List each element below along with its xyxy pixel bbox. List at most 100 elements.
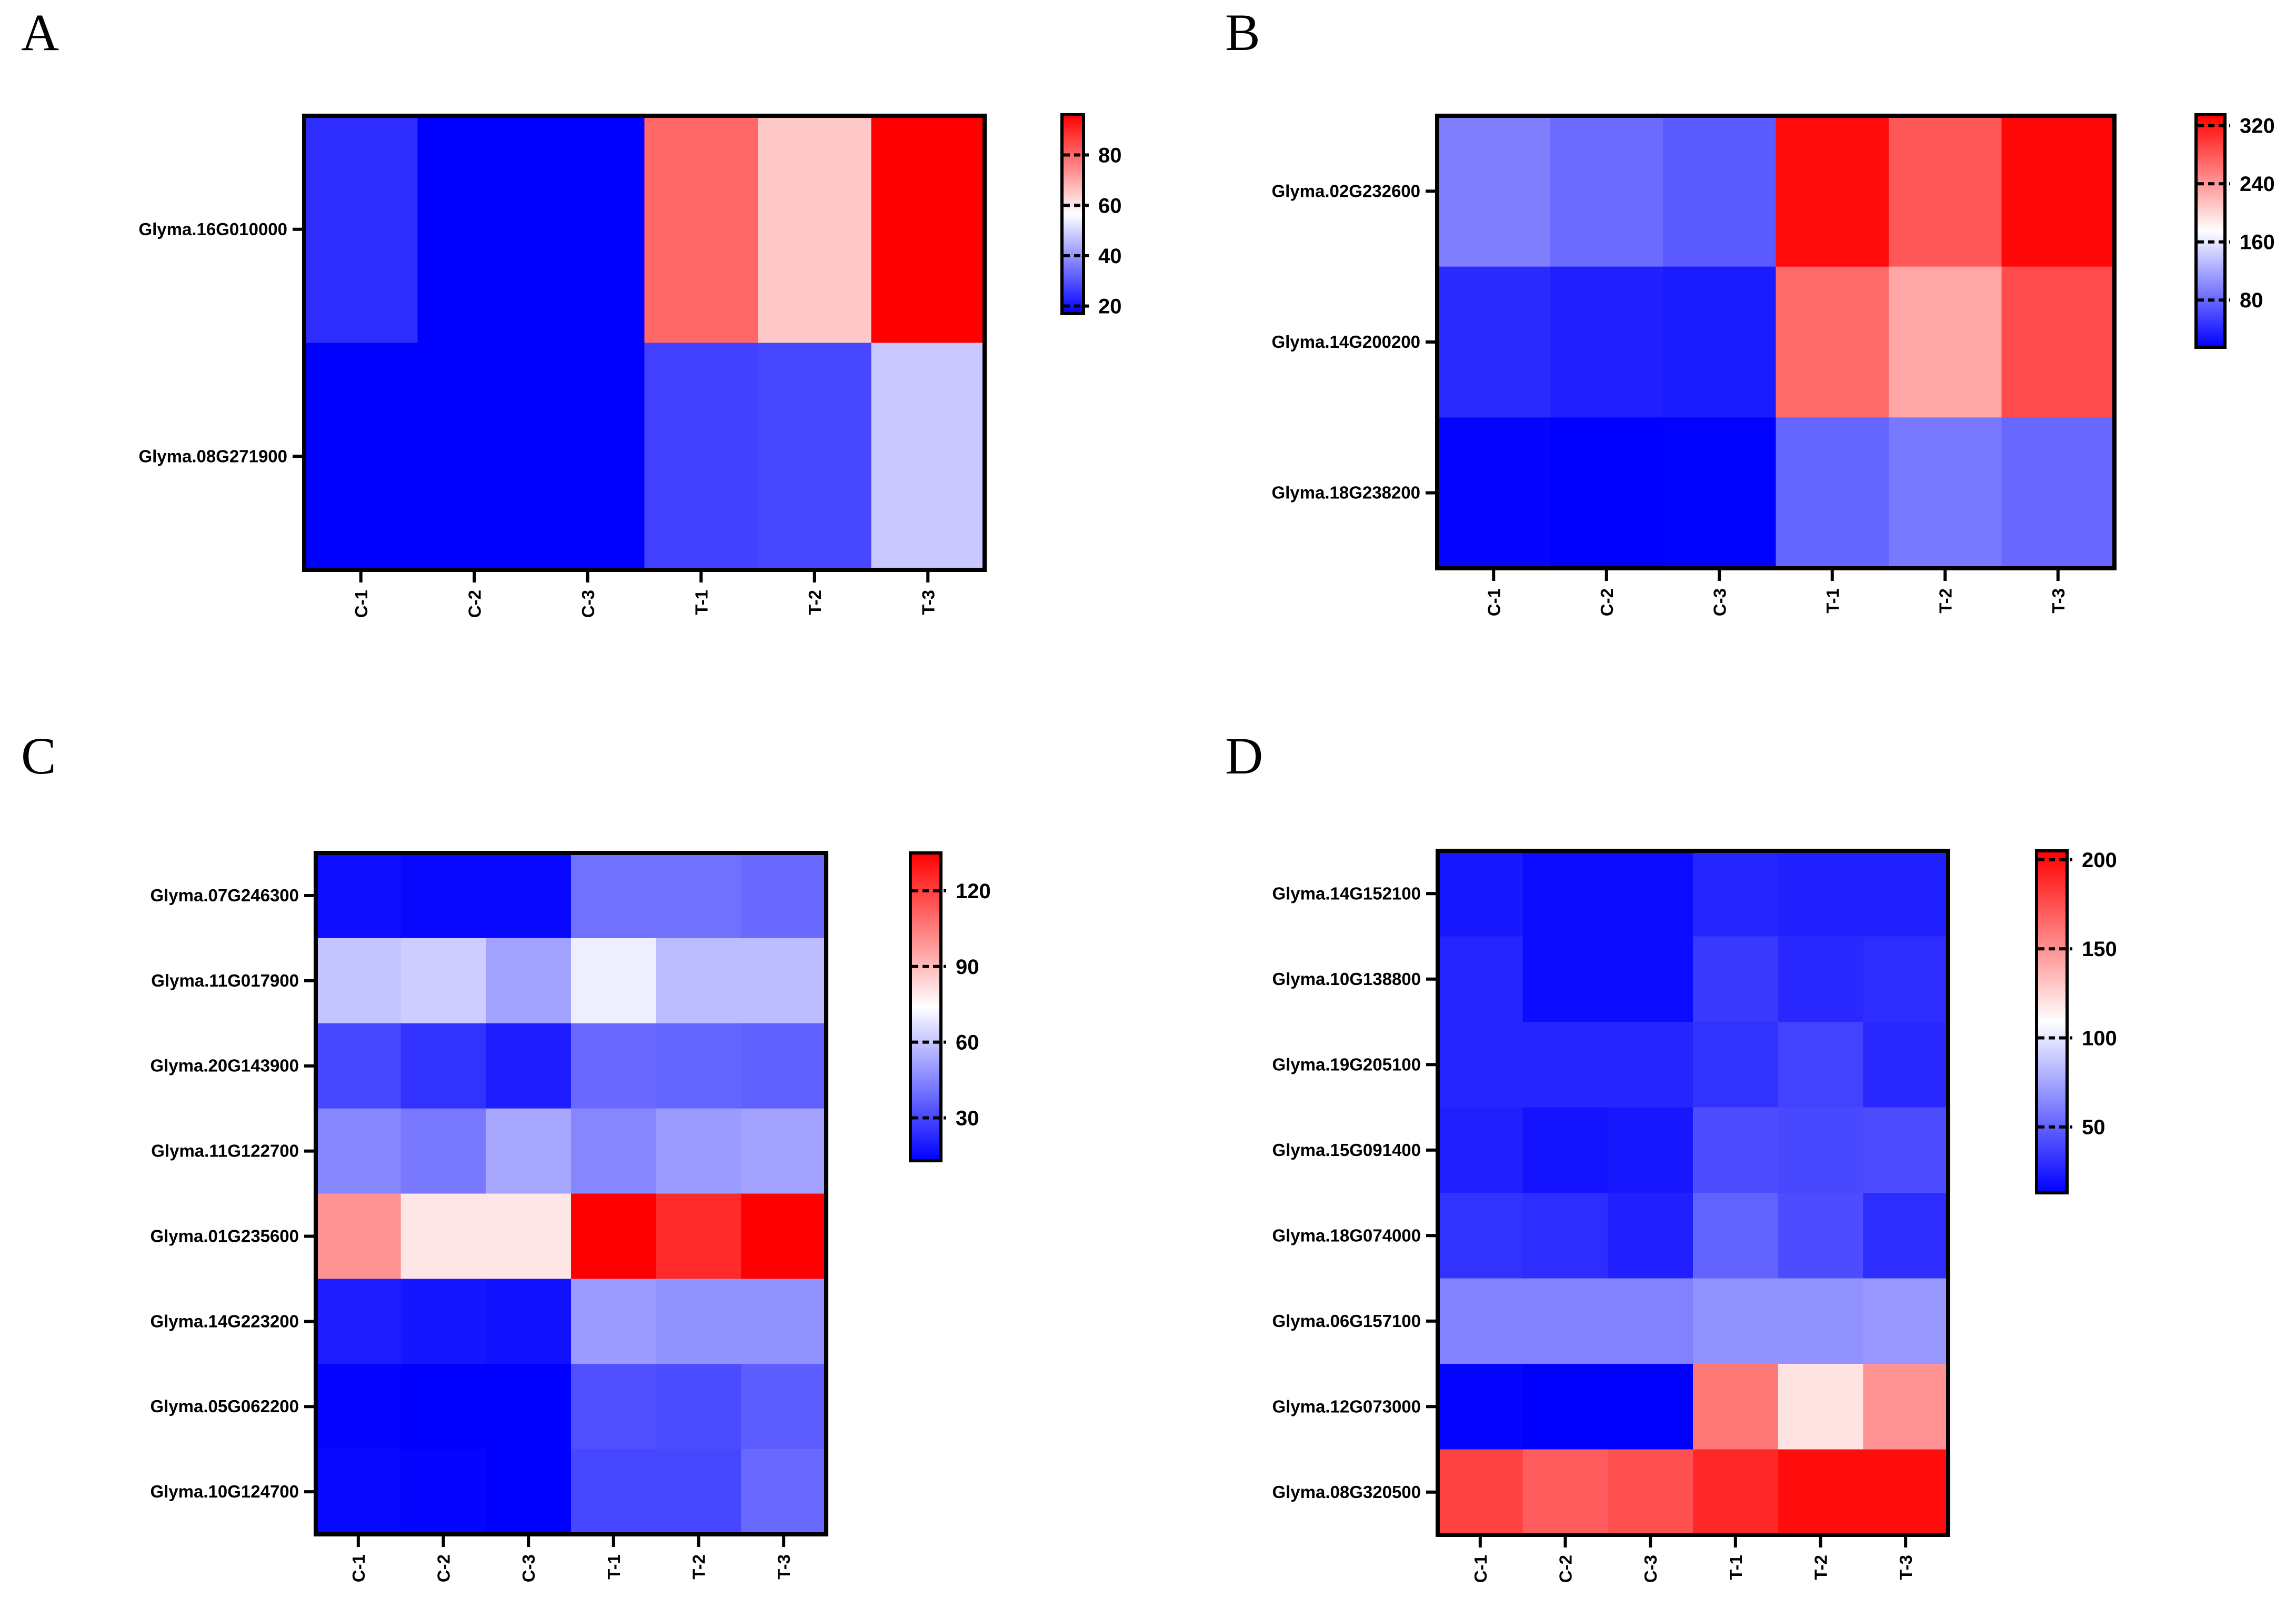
heatmap-cell	[417, 116, 532, 344]
row-label: Glyma.18G074000	[1272, 1225, 1421, 1245]
column-label: C-2	[434, 1554, 454, 1582]
panel-C: C Glyma.07G246300 Glyma.11G017900 Glyma.20G…	[21, 727, 991, 1582]
row-label: Glyma.07G246300	[150, 886, 299, 905]
row-label: Glyma.10G124700	[150, 1482, 299, 1501]
panel-D: D Glyma.14G152100 Glyma.10G138800 Glyma.19G…	[1225, 727, 2117, 1583]
heatmap-cell	[1863, 1364, 1949, 1450]
row-label: Glyma.08G320500	[1272, 1482, 1421, 1502]
heatmap-cell	[1522, 1107, 1608, 1193]
heatmap-cell	[571, 1279, 657, 1364]
row-label: Glyma.06G157100	[1272, 1311, 1421, 1331]
heatmap-cell	[656, 1108, 741, 1194]
heatmap-frame	[1435, 114, 2117, 570]
heatmap-cell	[400, 1449, 486, 1535]
colorbar-tick-label: 60	[956, 1031, 979, 1054]
column-label: C-2	[465, 590, 484, 618]
heatmap-cell	[1889, 116, 2002, 267]
row-label: Glyma.10G138800	[1272, 969, 1421, 989]
row-label: Glyma.08G271900	[138, 446, 287, 466]
heatmap-cell	[741, 853, 827, 939]
heatmap-cell	[656, 853, 741, 939]
heatmap-cell	[1778, 1022, 1863, 1108]
heatmap-cell	[1438, 1107, 1523, 1193]
heatmap-cell	[304, 343, 418, 570]
heatmap-cell	[1776, 266, 1889, 418]
heatmap-cell	[1608, 1107, 1693, 1193]
colorbar-tick-label: 90	[956, 956, 979, 979]
heatmap-cell	[1438, 1022, 1523, 1108]
heatmap-cell	[741, 1193, 827, 1279]
column-label: C-1	[352, 590, 371, 618]
column-label: T-3	[918, 590, 938, 615]
heatmap-cell	[1663, 266, 1777, 418]
heatmap-cell	[1693, 851, 1779, 937]
column-label: T-2	[1811, 1555, 1831, 1580]
heatmap-cell	[656, 1279, 741, 1364]
column-label: C-3	[578, 590, 598, 618]
column-label: C-3	[1641, 1555, 1660, 1583]
heatmap-cell	[316, 1108, 402, 1194]
heatmap-cell	[400, 1279, 486, 1364]
heatmap-cell	[400, 1108, 486, 1194]
heatmap-cell	[486, 1364, 572, 1450]
heatmap-cell	[741, 1279, 827, 1364]
heatmap-cell	[1608, 936, 1693, 1022]
colorbar-tick-label: 240	[2240, 173, 2275, 196]
row-label: Glyma.11G017900	[151, 971, 299, 990]
heatmap-cell	[1437, 417, 1551, 569]
heatmap-cell	[316, 1193, 402, 1279]
column-label: T-2	[1936, 588, 1955, 614]
heatmap-cell	[1663, 116, 1777, 267]
heatmap-cell	[1889, 266, 2002, 418]
heatmap-cell	[1778, 1278, 1863, 1364]
colorbar-tick-label: 160	[2240, 231, 2275, 254]
row-label: Glyma.01G235600	[150, 1226, 299, 1245]
row-label: Glyma.05G062200	[150, 1396, 299, 1416]
colorbar-tick-label: 100	[2082, 1027, 2117, 1050]
heatmap-cell	[741, 1364, 827, 1450]
heatmap-cell	[571, 1023, 657, 1109]
heatmap-cell	[400, 1364, 486, 1450]
colorbar-tick-label: 20	[1098, 295, 1122, 318]
heatmap-cell	[1778, 936, 1863, 1022]
heatmap-cell	[1693, 1193, 1779, 1279]
heatmap-cell	[316, 1023, 402, 1109]
column-label: C-2	[1556, 1555, 1576, 1583]
colorbar	[2035, 849, 2069, 1194]
heatmap-cell	[571, 1193, 657, 1279]
heatmap-cell	[1550, 266, 1663, 418]
column-label: T-2	[805, 590, 825, 615]
heatmap-cell	[1608, 851, 1693, 937]
heatmap-cell	[741, 938, 827, 1024]
column-label: T-3	[774, 1554, 794, 1580]
heatmap-cell	[571, 1449, 657, 1535]
colorbar	[2194, 113, 2227, 349]
column-label: T-1	[691, 590, 711, 615]
column-label: C-2	[1597, 588, 1617, 616]
heatmap-cell	[1522, 1193, 1608, 1279]
panel-A: A Glyma.16G010000 Glyma.08G271900 C-1 C-2 C-3…	[21, 3, 1122, 618]
heatmap-cell	[656, 1364, 741, 1450]
column-label: T-1	[604, 1554, 624, 1580]
heatmap-cell	[316, 853, 402, 939]
column-label: T-1	[1726, 1555, 1746, 1580]
heatmap-cell	[486, 1023, 572, 1109]
heatmap-cell	[1550, 116, 1663, 267]
heatmap-cell	[571, 1108, 657, 1194]
heatmap-cell	[1863, 1107, 1949, 1193]
panel-letter: B	[1225, 3, 1260, 62]
row-label: Glyma.15G091400	[1272, 1140, 1421, 1160]
heatmap-cell	[1438, 936, 1523, 1022]
colorbar-tick-label: 120	[956, 880, 991, 903]
heatmap-cell	[1608, 1193, 1693, 1279]
heatmap-cell	[1522, 1278, 1608, 1364]
column-label: T-2	[689, 1554, 709, 1580]
column-label: C-1	[349, 1554, 368, 1582]
heatmap-cell	[571, 938, 657, 1024]
column-label: T-1	[1823, 588, 1842, 614]
column-label: C-1	[1484, 588, 1503, 616]
heatmap-cell	[1522, 1364, 1608, 1450]
heatmap-cell	[1438, 1278, 1523, 1364]
heatmap-cell	[644, 116, 758, 344]
row-label: Glyma.14G200200	[1271, 332, 1420, 351]
